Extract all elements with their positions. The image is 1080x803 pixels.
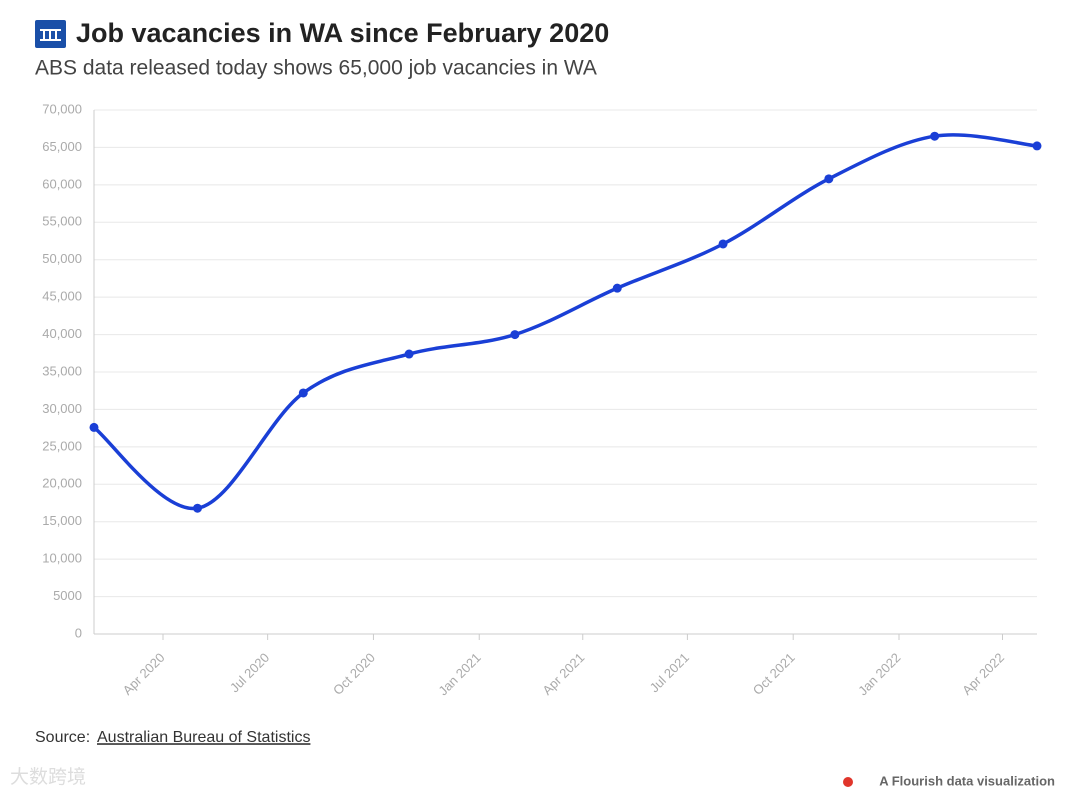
y-tick-label: 45,000 xyxy=(42,289,82,304)
line xyxy=(92,133,1038,511)
plot-area: 0 5000 10,000 15,000 20,000 25,000 30,000 35,00… xyxy=(42,101,1042,698)
point xyxy=(510,330,520,340)
source-label: Source: xyxy=(35,729,90,746)
point xyxy=(612,283,622,293)
y-tick-label: 20,000 xyxy=(42,476,82,491)
y-tick-label: 35,000 xyxy=(42,363,82,378)
credit: A Flourish data visualization xyxy=(879,773,1055,788)
x-tick-label: Apr 2020 xyxy=(120,650,168,698)
x-tick-label: Jan 2021 xyxy=(435,650,483,698)
y-tick-label: 15,000 xyxy=(42,513,82,528)
y-tick-label: 70,000 xyxy=(42,101,82,116)
x-tick-label: Jul 2020 xyxy=(227,650,272,695)
y-tick-label: 40,000 xyxy=(42,326,82,341)
y-tick-label: 0 xyxy=(75,625,82,640)
point xyxy=(89,422,99,432)
watermark: 大数跨境 xyxy=(10,766,86,788)
y-tick-label: 60,000 xyxy=(42,176,82,191)
point xyxy=(930,131,940,141)
logo-glyph xyxy=(40,29,61,41)
flourish-icon xyxy=(843,777,853,787)
x-tick-label: Jul 2021 xyxy=(647,650,692,695)
point xyxy=(193,503,202,513)
x-tick-label: Oct 2020 xyxy=(330,650,378,698)
x-tick-label: Oct 2021 xyxy=(750,650,798,698)
point xyxy=(404,349,414,359)
chart-subtitle: ABS data released today shows 65,000 job… xyxy=(35,57,597,80)
y-tick-label: 30,000 xyxy=(42,401,82,416)
point xyxy=(1032,141,1042,151)
point xyxy=(298,388,308,398)
point xyxy=(718,239,728,249)
x-tick-label: Apr 2021 xyxy=(539,650,587,698)
y-tick-label: 5000 xyxy=(53,588,82,603)
y-tick-label: 55,000 xyxy=(42,214,82,229)
x-tick-label: Apr 2022 xyxy=(959,650,1007,698)
chart-title: Job vacancies in WA since February 2020 xyxy=(76,18,609,48)
y-tick-label: 25,000 xyxy=(42,438,82,453)
y-tick-label: 65,000 xyxy=(42,139,82,154)
x-tick-label: Jan 2022 xyxy=(855,650,903,698)
y-tick-label: 50,000 xyxy=(42,251,82,266)
y-tick-label: 10,000 xyxy=(42,551,82,566)
point xyxy=(824,174,834,184)
source-link[interactable]: Australian Bureau of Statistics xyxy=(97,729,310,746)
